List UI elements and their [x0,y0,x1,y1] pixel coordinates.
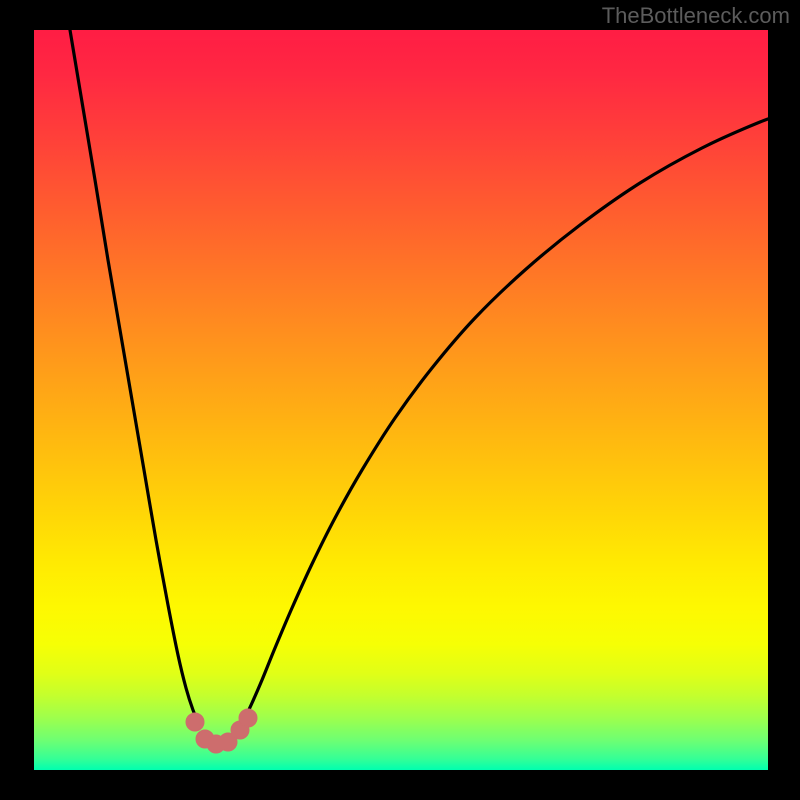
watermark-text: TheBottleneck.com [602,3,790,29]
bottleneck-curve-plot [0,0,800,800]
plot-background [34,30,768,770]
data-marker [186,713,204,731]
chart-canvas: TheBottleneck.com [0,0,800,800]
data-marker [239,709,257,727]
